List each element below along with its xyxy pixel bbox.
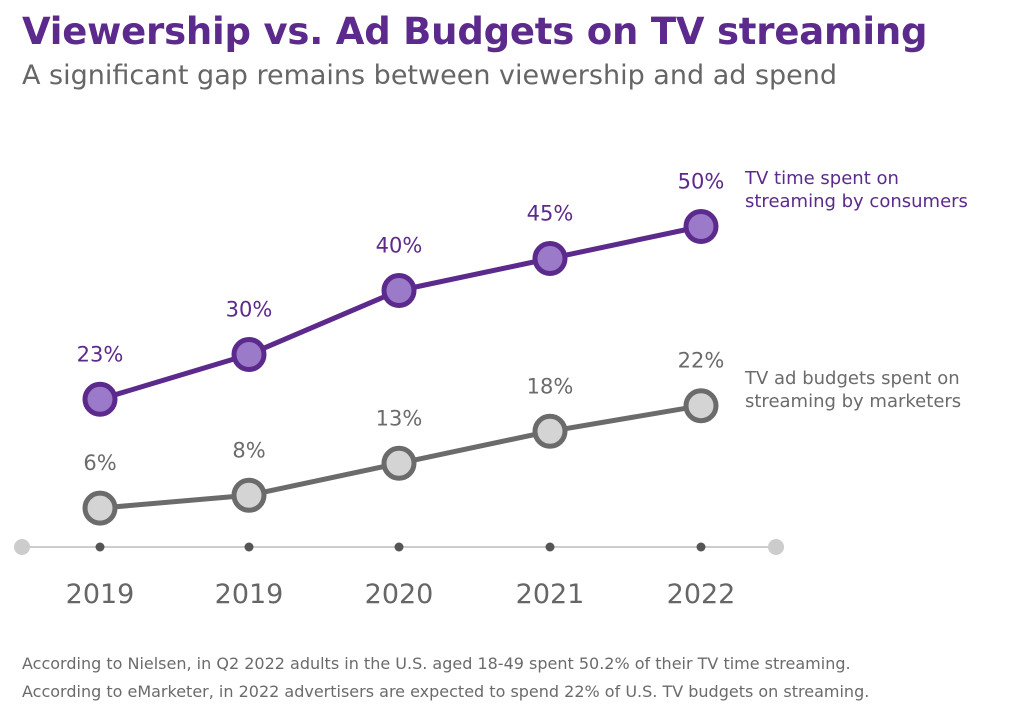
consumers-data-label: 45%: [527, 202, 574, 226]
chart-subtitle: A significant gap remains between viewer…: [22, 60, 838, 91]
marketers-data-label: 22%: [678, 349, 725, 373]
x-tick-label: 2020: [365, 579, 434, 610]
marketers-data-label: 13%: [376, 406, 423, 430]
x-axis-tick: [696, 542, 706, 552]
consumers-series-label: streaming by consumers: [745, 191, 968, 212]
marketers-point: [82, 490, 118, 526]
consumers-point: [231, 337, 267, 372]
x-axis-end-cap: [768, 539, 784, 555]
marketers-point: [683, 388, 719, 424]
marketers-data-label: 8%: [232, 438, 265, 462]
marketers-series-label: TV ad budgets spent on: [744, 368, 960, 389]
footnote-nielsen: According to Nielsen, in Q2 2022 adults …: [22, 654, 851, 673]
consumers-point: [683, 209, 719, 244]
x-axis-tick: [545, 542, 555, 552]
consumers-data-label: 30%: [226, 298, 273, 322]
x-axis-start-cap: [14, 539, 30, 555]
x-tick-label: 2021: [516, 579, 585, 610]
marketers-point: [231, 477, 267, 513]
consumers-point: [532, 241, 568, 276]
marketers-point: [532, 413, 568, 449]
x-tick-label: 2022: [667, 579, 736, 610]
x-tick-label: 2019: [215, 579, 284, 610]
series-layer: [82, 209, 719, 526]
x-tick-label: 2019: [66, 579, 135, 610]
footnote-emarketer: According to eMarketer, in 2022 advertis…: [22, 682, 870, 701]
x-axis-tick: [244, 542, 254, 552]
marketers-point: [381, 445, 417, 481]
chart-title: Viewership vs. Ad Budgets on TV streamin…: [22, 10, 928, 53]
consumers-data-label: 50%: [678, 170, 725, 194]
line-chart: 2019 2019 2020 2021 2022 23% 30% 40% 45% 50% TV t…: [14, 168, 968, 610]
marketers-series-label: streaming by marketers: [745, 391, 961, 412]
consumers-data-label: 23%: [77, 342, 124, 366]
x-axis-tick: [394, 542, 404, 552]
x-axis: 2019 2019 2020 2021 2022: [14, 539, 784, 610]
consumers-point: [82, 381, 118, 417]
marketers-data-label: 6%: [83, 451, 116, 475]
marketers-data-label: 18%: [527, 374, 574, 398]
label-layer: 23%30%40%45%50% TV time spent onstreaming…: [77, 168, 968, 475]
consumers-data-label: 40%: [376, 234, 423, 258]
consumers-series-label: TV time spent on: [744, 168, 899, 189]
x-axis-tick: [95, 542, 105, 552]
consumers-point: [381, 273, 417, 308]
